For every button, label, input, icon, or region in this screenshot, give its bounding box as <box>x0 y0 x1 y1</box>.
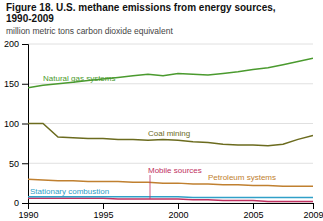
chart: Figure 18. U.S. methane emissions from e… <box>0 0 323 221</box>
tick-mark <box>22 124 28 125</box>
tick-mark <box>103 203 104 209</box>
grid <box>28 44 313 203</box>
subtitle: million metric tons carbon dioxide equiv… <box>6 26 173 36</box>
tick-label: 1995 <box>93 210 113 220</box>
tick-label: 50 <box>9 159 19 169</box>
plot: 1990 1995 2000 2005 2009 0 50 100 150 200 Natural … <box>4 39 323 220</box>
tick-label: 2009 <box>303 210 323 220</box>
tick-mark <box>178 203 179 209</box>
tick: 2005 <box>243 203 263 220</box>
tick: 0 <box>14 198 28 208</box>
series-label: Natural gas systems <box>43 74 115 83</box>
tick-label: 0 <box>14 198 19 208</box>
series-line <box>28 58 313 87</box>
axis-line <box>22 45 29 204</box>
tick-label: 100 <box>4 119 19 129</box>
y-axis: 0 50 100 150 200 <box>4 39 29 208</box>
grid-line <box>28 163 313 164</box>
series-line <box>28 196 313 198</box>
text-line: Figure 18. U.S. methane emissions from e… <box>6 2 278 13</box>
grid-line <box>28 44 313 45</box>
series-labels: Natural gas systems Coal mining Petroleum … <box>30 74 276 199</box>
tick: 1990 <box>18 203 38 220</box>
tick: 150 <box>4 79 28 89</box>
series-line <box>28 124 313 146</box>
tick: 50 <box>9 159 28 169</box>
tick-mark <box>313 203 314 209</box>
tick: 2000 <box>168 203 188 220</box>
series-label: Stationary combustion <box>30 187 109 196</box>
title: Figure 18. U.S. methane emissions from e… <box>6 2 278 24</box>
series-label: Coal mining <box>148 129 190 138</box>
tick-mark <box>253 203 254 209</box>
tick-label: 200 <box>4 39 19 49</box>
tick-mark <box>22 44 28 45</box>
tick: 1995 <box>93 203 113 220</box>
tick-label: 2000 <box>168 210 188 220</box>
tick-label: 1990 <box>18 210 38 220</box>
tick-label: 2005 <box>243 210 263 220</box>
text-line: 1990-2009 <box>6 13 54 24</box>
lines <box>28 58 313 201</box>
x-axis: 1990 1995 2000 2005 2009 <box>18 203 323 220</box>
tick-mark <box>22 163 28 164</box>
leader-line <box>150 175 151 199</box>
tick-mark <box>22 203 28 204</box>
tick-mark <box>22 84 28 85</box>
series-label: Petroleum systems <box>208 173 276 182</box>
tick: 100 <box>4 119 28 129</box>
tick-label: 150 <box>4 79 19 89</box>
grid-line <box>28 83 313 84</box>
tick: 200 <box>4 39 28 49</box>
tick: 2009 <box>303 203 323 220</box>
series-label: Mobile sources <box>148 166 202 175</box>
series-line <box>28 198 313 201</box>
axis-line <box>29 204 314 210</box>
grid-line <box>28 123 313 124</box>
